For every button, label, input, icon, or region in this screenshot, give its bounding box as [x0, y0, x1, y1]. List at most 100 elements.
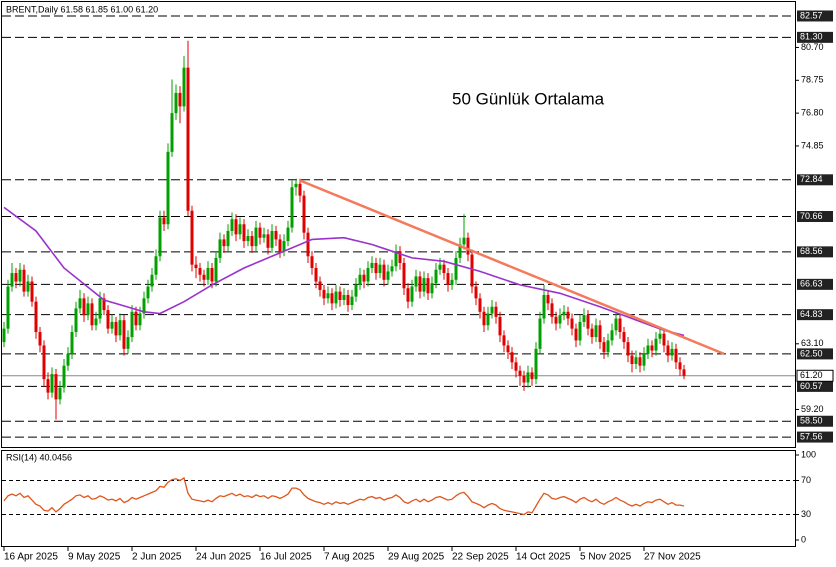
candle-body: [618, 318, 622, 333]
candle-body: [182, 67, 186, 107]
candle-body: [90, 303, 94, 326]
candle-body: [514, 362, 518, 371]
candle-body: [358, 274, 362, 285]
y-tick-label: 80.70: [801, 42, 824, 52]
candle-body: [22, 269, 26, 292]
rsi-tick-label: 100: [801, 449, 816, 459]
candle-body: [674, 348, 678, 363]
candle-body: [290, 187, 294, 228]
candle-body: [626, 342, 630, 356]
x-tick-label: 16 Apr 2025: [4, 552, 58, 563]
candle-body: [410, 286, 414, 302]
candle-body: [42, 345, 46, 380]
level-label: 66.63: [800, 279, 823, 289]
candle-body: [186, 67, 190, 211]
candle-body: [154, 256, 158, 275]
candle-body: [474, 286, 478, 299]
candle-body: [274, 230, 278, 240]
rsi-tick-label: 30: [801, 509, 811, 519]
level-label: 81.30: [800, 32, 823, 42]
level-label-box: [797, 431, 833, 443]
candle-body: [382, 264, 386, 280]
candle-body: [214, 257, 218, 282]
y-tick-label: 74.85: [801, 140, 824, 150]
candle-body: [194, 264, 198, 269]
candle-body: [110, 321, 114, 329]
candle-body: [298, 183, 302, 196]
candle-body: [62, 365, 66, 388]
candle-body: [678, 362, 682, 370]
candle-body: [550, 303, 554, 317]
candle-body: [66, 353, 70, 366]
annotation: 50 Günlük Ortalama: [452, 89, 605, 108]
current-price-label: 61.20: [800, 370, 823, 380]
candle-body: [266, 234, 270, 248]
level-label: 82.57: [800, 10, 823, 20]
candle-body: [130, 311, 134, 338]
candle-body: [174, 92, 178, 114]
candle-body: [422, 278, 426, 292]
candle-body: [530, 372, 534, 380]
candle-body: [46, 379, 50, 393]
candle-body: [246, 236, 250, 242]
candle-body: [534, 348, 538, 380]
candle-body: [162, 217, 166, 225]
rsi-panel-frame: [1, 450, 796, 547]
candle-body: [458, 244, 462, 258]
candle-body: [14, 273, 18, 282]
candle-body: [18, 269, 22, 282]
candle-body: [390, 266, 394, 272]
candle-body: [402, 262, 406, 289]
candle-body: [634, 357, 638, 364]
candle-body: [478, 298, 482, 312]
level-label-box: [797, 10, 833, 22]
candle-body: [78, 298, 82, 309]
candle-body: [582, 315, 586, 322]
candle-body: [178, 92, 182, 107]
rsi-title: RSI(14) 40.0456: [6, 452, 72, 462]
level-label-box: [797, 174, 833, 186]
level-label: 68.56: [800, 246, 823, 256]
rsi-tick-label: 0: [801, 534, 806, 544]
candle-body: [190, 210, 194, 265]
candle-body: [642, 353, 646, 366]
candle-body: [206, 268, 210, 280]
candle-body: [134, 311, 138, 326]
candle-body: [82, 298, 86, 316]
candle-body: [510, 352, 514, 363]
candle-body: [426, 278, 430, 294]
candle-body: [210, 268, 214, 282]
candle-body: [454, 257, 458, 280]
candle-body: [462, 237, 466, 245]
candle-body: [602, 342, 606, 353]
trendline: [299, 179, 725, 356]
candle-body: [470, 254, 474, 287]
candle-body: [86, 303, 90, 316]
current-price-box: [796, 369, 834, 382]
candle-body: [10, 273, 14, 287]
candle-body: [106, 310, 110, 329]
level-label-box: [797, 415, 833, 427]
candle-body: [574, 328, 578, 341]
candle-body: [466, 237, 470, 255]
candle-body: [282, 241, 286, 252]
candle-body: [318, 281, 322, 290]
candle-body: [278, 239, 282, 252]
y-tick-label: 78.75: [801, 75, 824, 85]
x-tick-label: 29 Aug 2025: [388, 552, 445, 563]
level-label: 60.57: [800, 381, 823, 391]
candle-body: [414, 276, 418, 287]
candle-body: [670, 348, 674, 356]
candle-body: [498, 316, 502, 336]
level-label-box: [797, 380, 833, 392]
candle-body: [590, 328, 594, 338]
candle-body: [146, 286, 150, 299]
candle-body: [650, 345, 654, 351]
level-label-box: [797, 246, 833, 258]
candle-body: [262, 234, 266, 238]
rsi-tick-label: 70: [801, 475, 811, 485]
candle-body: [662, 333, 666, 346]
candle-body: [546, 294, 550, 304]
candle-body: [598, 325, 602, 343]
